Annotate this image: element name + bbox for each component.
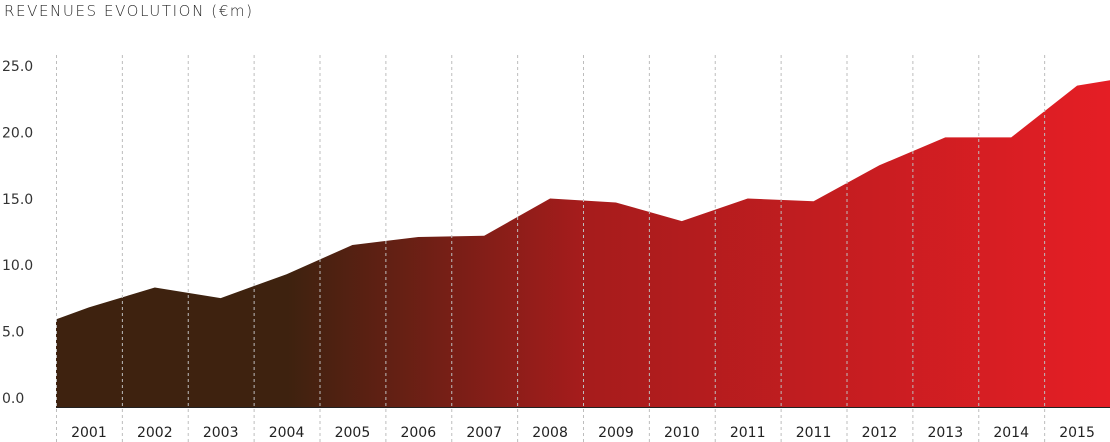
x-tick-label: 2009 xyxy=(598,425,634,441)
x-tick-label: 2011 xyxy=(730,425,766,441)
x-tick-label: 2003 xyxy=(203,425,239,441)
x-tick-label: 2014 xyxy=(993,425,1029,441)
y-tick-label: 5.0 xyxy=(2,325,24,341)
x-tick-label: 2012 xyxy=(862,425,898,441)
x-tick-label: 2002 xyxy=(137,425,173,441)
x-tick-label: 2015 xyxy=(1059,425,1095,441)
x-tick-label: 2011 xyxy=(796,425,832,441)
chart-title: REVENUES EVOLUTION (€m) xyxy=(4,2,254,20)
x-tick-label: 2010 xyxy=(664,425,700,441)
x-tick-label: 2006 xyxy=(400,425,436,441)
y-tick-label: 15.0 xyxy=(2,192,33,208)
x-tick-label: 2001 xyxy=(71,425,107,441)
y-tick-label: 0.0 xyxy=(2,391,24,407)
x-tick-label: 2013 xyxy=(927,425,963,441)
x-tick-label: 2004 xyxy=(269,425,305,441)
x-tick-label: 2005 xyxy=(335,425,371,441)
x-tick-label: 2007 xyxy=(466,425,502,441)
y-tick-label: 10.0 xyxy=(2,258,33,274)
y-tick-label: 25.0 xyxy=(2,59,33,75)
y-tick-label: 20.0 xyxy=(2,125,33,141)
x-tick-label: 2008 xyxy=(532,425,568,441)
